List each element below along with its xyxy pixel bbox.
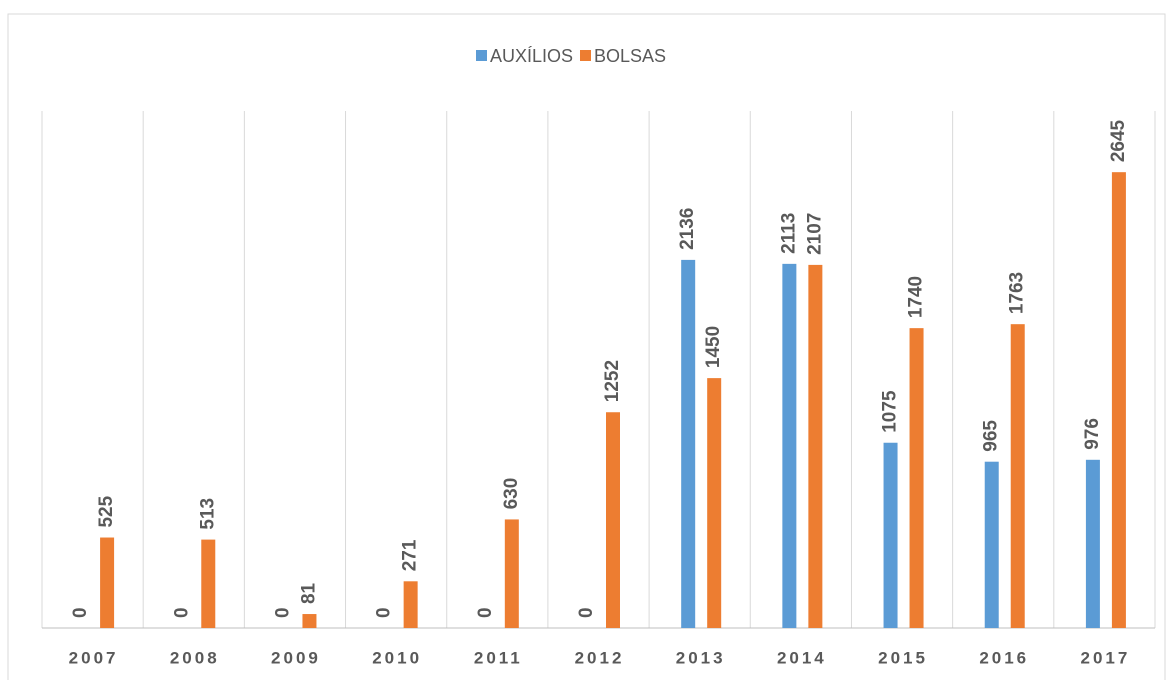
data-label: 2107 — [804, 213, 825, 255]
data-label: 1075 — [880, 390, 901, 433]
data-label: 81 — [298, 582, 319, 604]
x-tick-label: 2014 — [777, 648, 827, 667]
data-label: 2113 — [778, 213, 799, 254]
data-label: 271 — [400, 539, 421, 571]
bar — [782, 263, 797, 628]
x-tick-label: 2017 — [1080, 648, 1130, 667]
bar — [984, 461, 999, 628]
data-label: 0 — [475, 607, 496, 618]
bar — [681, 259, 696, 628]
bar — [808, 264, 823, 628]
data-label: 2136 — [677, 208, 698, 250]
legend-swatch — [580, 50, 591, 61]
data-label: 1763 — [1007, 272, 1028, 314]
data-label: 965 — [981, 420, 1002, 452]
bar — [606, 412, 620, 628]
x-tick-label: 2016 — [979, 648, 1029, 667]
bar — [201, 539, 216, 628]
legend-swatch — [476, 50, 487, 61]
bar — [1085, 459, 1100, 628]
chart-frame — [7, 13, 1166, 685]
x-tick-label: 2008 — [170, 648, 220, 667]
bar — [100, 537, 115, 628]
bar — [504, 519, 519, 628]
x-tick-label: 2011 — [474, 648, 523, 667]
legend-label: AUXÍLIOS — [490, 46, 573, 66]
bar — [707, 378, 722, 628]
data-label: 0 — [70, 607, 91, 618]
data-label: 1252 — [602, 360, 623, 402]
x-tick-label: 2013 — [676, 648, 726, 667]
x-tick-label: 2010 — [372, 648, 422, 667]
x-tick-label: 2007 — [69, 648, 119, 667]
data-label: 525 — [96, 495, 117, 527]
data-label: 976 — [1082, 418, 1103, 450]
legend-label: BOLSAS — [594, 46, 666, 66]
bar — [302, 614, 317, 628]
data-label: 0 — [576, 607, 597, 618]
bar — [403, 581, 418, 628]
bar — [1010, 324, 1025, 628]
data-label: 1740 — [906, 276, 927, 318]
x-tick-label: 2012 — [575, 648, 625, 667]
data-label: 0 — [272, 607, 293, 618]
data-label: 513 — [197, 498, 218, 530]
x-tick-label: 2015 — [878, 648, 928, 667]
data-label: 2645 — [1108, 119, 1129, 162]
bar — [1111, 172, 1126, 628]
bar — [909, 328, 924, 628]
data-label: 0 — [374, 607, 395, 618]
bar — [883, 442, 898, 628]
data-label: 0 — [171, 607, 192, 618]
data-label: 630 — [501, 478, 522, 510]
data-label: 1450 — [703, 326, 724, 368]
x-tick-label: 2009 — [271, 648, 321, 667]
